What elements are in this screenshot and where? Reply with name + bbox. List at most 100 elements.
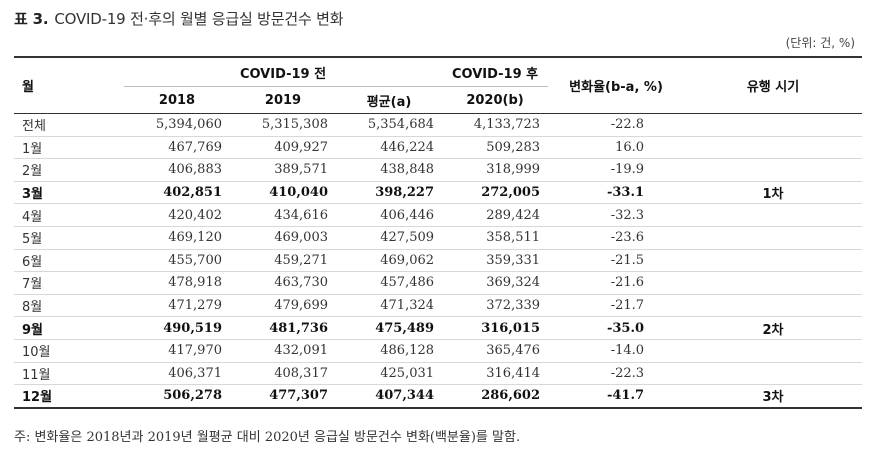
header-change: 변화율(b-a, %) [569, 80, 663, 95]
header-2019: 2019 [264, 92, 302, 108]
cell-wave: 1차 [684, 181, 863, 205]
cell-change: -21.7 [548, 294, 685, 318]
cell-avg: 5,354,684 [336, 113, 443, 137]
cell-2019: 432,091 [230, 339, 336, 363]
cell-2020: 358,511 [442, 226, 549, 250]
cell-2018: 402,851 [124, 181, 230, 205]
header-after-group: COVID-19 후 [442, 57, 549, 87]
cell-2020: 372,339 [442, 294, 549, 318]
table-row: 12월 506,278 477,307 407,344 286,602 -41.7 3차 [14, 384, 863, 409]
cell-2020: 286,602 [442, 384, 549, 409]
table-title: 표 3. COVID-19 전·후의 월별 응급실 방문건수 변화 [14, 8, 344, 29]
cell-wave [684, 113, 863, 137]
cell-wave [684, 294, 863, 318]
cell-avg: 475,489 [336, 316, 443, 340]
cell-wave [684, 249, 863, 273]
cell-2020: 365,476 [442, 339, 549, 363]
cell-2018: 471,279 [124, 294, 230, 318]
cell-month: 4월 [14, 203, 124, 227]
cell-month: 8월 [14, 294, 124, 318]
unit-label: (단위: 건, %) [785, 36, 855, 50]
cell-2018: 406,371 [124, 362, 230, 386]
cell-avg: 427,509 [336, 226, 443, 250]
cell-month: 3월 [14, 181, 124, 205]
table-row: 11월 406,371 408,317 425,031 316,414 -22.3 [14, 362, 863, 386]
cell-wave [684, 362, 863, 386]
cell-month: 전체 [14, 113, 124, 137]
cell-2019: 410,040 [230, 181, 336, 205]
cell-2018: 5,394,060 [124, 113, 230, 137]
cell-change: -22.8 [548, 113, 685, 137]
cell-avg: 407,344 [336, 384, 443, 409]
cell-change: -19.9 [548, 158, 685, 182]
cell-month: 2월 [14, 158, 124, 182]
cell-month: 10월 [14, 339, 124, 363]
table-row: 8월 471,279 479,699 471,324 372,339 -21.7 [14, 294, 863, 318]
cell-wave [684, 158, 863, 182]
cell-wave: 3차 [684, 384, 863, 409]
header-2020: 2020(b) [466, 92, 524, 108]
cell-2018: 406,883 [124, 158, 230, 182]
table-title-text: COVID-19 전·후의 월별 응급실 방문건수 변화 [54, 10, 344, 28]
cell-2019: 481,736 [230, 316, 336, 340]
cell-month: 9월 [14, 316, 124, 340]
cell-2019: 408,317 [230, 362, 336, 386]
cell-2018: 469,120 [124, 226, 230, 250]
cell-month: 1월 [14, 136, 124, 160]
cell-2019: 469,003 [230, 226, 336, 250]
cell-month: 6월 [14, 249, 124, 273]
table-row: 10월 417,970 432,091 486,128 365,476 -14.0 [14, 339, 863, 363]
cell-2019: 477,307 [230, 384, 336, 409]
cell-2020: 318,999 [442, 158, 549, 182]
cell-2020: 289,424 [442, 203, 549, 227]
footnote: 주: 변화율은 2018년과 2019년 월평균 대비 2020년 응급실 방문… [14, 430, 521, 445]
cell-change: -21.5 [548, 249, 685, 273]
cell-2020: 4,133,723 [442, 113, 549, 137]
table-row: 9월 490,519 481,736 475,489 316,015 -35.0 2차 [14, 316, 863, 340]
cell-avg: 446,224 [336, 136, 443, 160]
cell-2019: 409,927 [230, 136, 336, 160]
cell-2020: 316,015 [442, 316, 549, 340]
cell-2019: 459,271 [230, 249, 336, 273]
header-avg: 평균(a) [366, 94, 412, 110]
cell-avg: 469,062 [336, 249, 443, 273]
cell-wave [684, 339, 863, 363]
cell-2020: 369,324 [442, 271, 549, 295]
cell-avg: 438,848 [336, 158, 443, 182]
cell-month: 12월 [14, 384, 124, 409]
cell-change: -35.0 [548, 316, 685, 340]
cell-2019: 463,730 [230, 271, 336, 295]
cell-wave [684, 203, 863, 227]
cell-change: -33.1 [548, 181, 685, 205]
cell-2018: 467,769 [124, 136, 230, 160]
header-2018: 2018 [158, 92, 196, 108]
cell-month: 7월 [14, 271, 124, 295]
cell-change: -14.0 [548, 339, 685, 363]
cell-avg: 486,128 [336, 339, 443, 363]
cell-2018: 420,402 [124, 203, 230, 227]
cell-avg: 398,227 [336, 181, 443, 205]
cell-avg: 406,446 [336, 203, 443, 227]
table-row: 6월 455,700 459,271 469,062 359,331 -21.5 [14, 249, 863, 273]
table-body: 전체 5,394,060 5,315,308 5,354,684 4,133,723 -2… [14, 113, 863, 409]
er-visits-table: 월 COVID-19 전 COVID-19 후 변화율(b-a, %) 유행 시… [14, 56, 863, 409]
table-row: 1월 467,769 409,927 446,224 509,283 16.0 [14, 136, 863, 160]
cell-wave [684, 136, 863, 160]
cell-2018: 455,700 [124, 249, 230, 273]
cell-change: -23.6 [548, 226, 685, 250]
cell-change: -32.3 [548, 203, 685, 227]
cell-2019: 434,616 [230, 203, 336, 227]
cell-change: -21.6 [548, 271, 685, 295]
cell-change: -22.3 [548, 362, 685, 386]
table-row: 5월 469,120 469,003 427,509 358,511 -23.6 [14, 226, 863, 250]
table-row: 3월 402,851 410,040 398,227 272,005 -33.1 1차 [14, 181, 863, 205]
header-wave: 유행 시기 [746, 80, 800, 95]
cell-month: 5월 [14, 226, 124, 250]
cell-wave [684, 271, 863, 295]
cell-2020: 509,283 [442, 136, 549, 160]
cell-avg: 471,324 [336, 294, 443, 318]
cell-2018: 417,970 [124, 339, 230, 363]
cell-2019: 479,699 [230, 294, 336, 318]
table-number: 표 3. [14, 10, 49, 28]
cell-wave [684, 226, 863, 250]
